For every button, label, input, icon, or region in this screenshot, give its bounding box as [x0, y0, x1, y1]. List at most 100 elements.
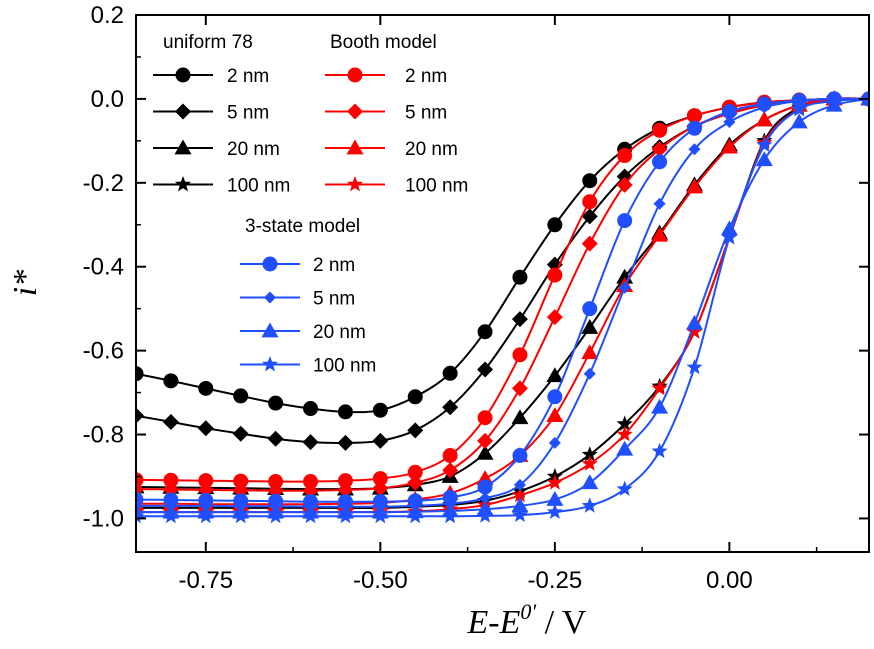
data-point-booth-model-5-nm-15: [651, 141, 668, 158]
legend-marker: [346, 176, 364, 192]
data-point-3-state-model-20-nm-12: [546, 491, 564, 506]
data-point-uniform-78-2-nm-4: [268, 395, 284, 411]
data-point-booth-model-5-nm-2: [197, 481, 214, 498]
data-point-booth-model-5-nm-12: [546, 309, 563, 326]
data-point-uniform-78-2-nm-12: [547, 217, 563, 233]
legend-item-uniform-78: 20 nm: [153, 139, 280, 160]
data-point-3-state-model-100-nm-17: [721, 228, 738, 245]
legend-label: 5 nm: [227, 103, 269, 124]
data-point-uniform-78-5-nm-6: [337, 434, 354, 451]
legend-marker: [174, 176, 192, 192]
data-point-3-state-model-100-nm-9: [442, 507, 459, 524]
data-point-booth-model-100-nm-14: [616, 426, 633, 442]
legend-label: 2 nm: [227, 66, 269, 87]
data-point-3-state-model-100-nm-6: [337, 507, 354, 524]
data-point-3-state-model-2-nm-16: [686, 120, 702, 136]
data-point-3-state-model-100-nm-8: [407, 507, 424, 524]
data-point-3-state-model-2-nm-13: [582, 301, 598, 317]
data-point-3-state-model-100-nm-12: [546, 503, 563, 519]
data-point-3-state-model-20-nm-17: [720, 220, 738, 236]
series-layer: [136, 90, 869, 524]
legend-marker: [175, 67, 191, 83]
legend-item-3-state-model: 5 nm: [240, 289, 355, 310]
data-point-uniform-78-5-nm-5: [302, 434, 319, 451]
data-point-3-state-model-20-nm-15: [651, 398, 669, 414]
data-point-booth-model-5-nm-6: [337, 481, 354, 498]
data-point-3-state-model-100-nm-20: [826, 92, 843, 108]
x-tick-label: -0.50: [353, 567, 408, 594]
legend-item-booth-model: 20 nm: [325, 139, 458, 160]
x-tick-label: -0.25: [528, 567, 583, 594]
data-point-3-state-model-5-nm-10: [479, 492, 492, 505]
data-point-booth-model-2-nm-2: [198, 473, 214, 489]
y-tick-label: -0.4: [83, 254, 124, 281]
data-point-uniform-78-5-nm-10: [477, 361, 494, 378]
data-point-3-state-model-5-nm-18: [758, 101, 771, 114]
legend-marker: [175, 103, 191, 120]
data-point-booth-model-5-nm-13: [581, 235, 598, 252]
data-point-booth-model-5-nm-8: [407, 474, 424, 491]
data-point-3-state-model-5-nm-12: [548, 436, 561, 449]
data-point-booth-model-2-nm-4: [268, 474, 284, 490]
data-point-uniform-78-2-nm-3: [233, 388, 249, 404]
data-point-booth-model-20-nm-17: [720, 138, 738, 154]
series-line-booth-model-2-nm: [136, 97, 869, 483]
data-point-booth-model-100-nm-11: [511, 486, 528, 503]
data-point-uniform-78-5-nm-2: [197, 420, 214, 437]
legend-label: 20 nm: [227, 139, 280, 160]
legend-item-uniform-78: 5 nm: [153, 103, 269, 124]
data-point-3-state-model-100-nm-4: [267, 507, 284, 524]
data-point-3-state-model-2-nm-15: [652, 154, 668, 170]
legend-title-booth-model: Booth model: [330, 32, 437, 53]
x-tick-label: -0.75: [178, 567, 233, 594]
data-point-3-state-model-20-nm-16: [685, 314, 703, 330]
data-point-booth-model-2-nm-11: [512, 347, 528, 363]
data-point-3-state-model-5-nm-15: [653, 197, 666, 210]
data-point-3-state-model-20-nm-11: [511, 497, 529, 513]
data-point-booth-model-20-nm-18: [755, 111, 773, 127]
data-point-3-state-model-100-nm-2: [197, 507, 214, 524]
data-point-3-state-model-100-nm-16: [686, 358, 703, 375]
legend-item-booth-model: 2 nm: [325, 66, 447, 87]
data-point-3-state-model-2-nm-17: [721, 103, 737, 119]
y-tick-label: -0.6: [83, 338, 124, 365]
data-point-uniform-78-20-nm-10: [476, 444, 494, 460]
y-tick-label: -0.8: [83, 422, 124, 449]
data-point-booth-model-2-nm-9: [442, 448, 458, 464]
data-point-uniform-78-2-nm-6: [337, 404, 353, 420]
data-point-booth-model-100-nm-15: [651, 379, 668, 396]
legend-marker: [347, 67, 363, 83]
data-point-uniform-78-5-nm-13: [581, 208, 598, 225]
data-point-booth-model-100-nm-13: [581, 455, 598, 471]
data-point-booth-model-2-nm-7: [372, 471, 388, 487]
data-point-booth-model-5-nm-5: [302, 482, 319, 499]
data-point-booth-model-2-nm-3: [233, 473, 249, 489]
legend-title-uniform-78: uniform 78: [163, 32, 253, 53]
data-point-uniform-78-5-nm-7: [372, 432, 389, 449]
legend-layer: uniform 78 2 nm 5 nm 20 nm 100 nm Booth model…: [153, 32, 468, 377]
data-point-booth-model-2-nm-8: [407, 464, 423, 480]
data-point-3-state-model-100-nm-14: [616, 480, 633, 496]
data-point-3-state-model-100-nm-5: [302, 507, 319, 524]
data-point-uniform-78-5-nm-9: [442, 399, 459, 416]
axis-layer: -0.75 -0.50 -0.25 0.00 0.2 0.0 -0.2 -0.4 -0.6 -0.…: [83, 2, 869, 594]
data-point-3-state-model-100-nm-1: [162, 507, 179, 524]
data-point-uniform-78-100-nm-13: [581, 446, 598, 462]
legend-item-3-state-model: 100 nm: [240, 356, 376, 377]
legend-label: 100 nm: [227, 176, 290, 197]
data-point-booth-model-20-nm-15: [651, 226, 669, 242]
legend-item-booth-model: 5 nm: [325, 103, 447, 124]
data-point-booth-model-2-nm-13: [582, 194, 598, 210]
plot-frame: [135, 14, 870, 553]
legend-label: 100 nm: [313, 356, 376, 377]
data-point-booth-model-2-nm-14: [617, 148, 633, 164]
legend-marker: [346, 139, 364, 155]
data-point-uniform-78-2-nm-8: [407, 389, 423, 405]
data-point-booth-model-2-nm-12: [547, 267, 563, 283]
series-line-booth-model-5-nm: [136, 97, 869, 492]
data-point-booth-model-5-nm-11: [511, 380, 528, 397]
data-point-uniform-78-2-nm-1: [163, 373, 179, 389]
data-point-booth-model-2-nm-5: [303, 474, 319, 490]
legend-marker: [262, 256, 278, 272]
